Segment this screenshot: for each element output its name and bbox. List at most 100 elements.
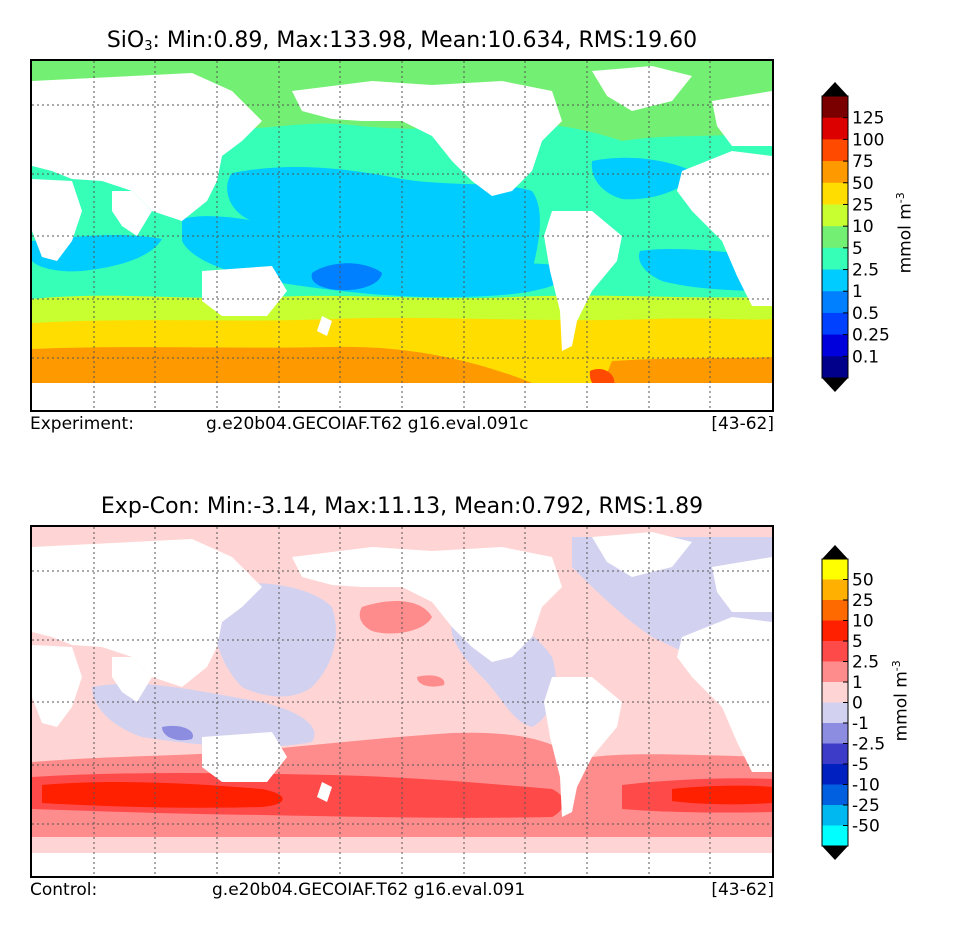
colorbar-tick-label: 100 xyxy=(852,130,884,150)
colorbar-tick-label: 25 xyxy=(852,195,874,215)
bottom-map-canvas xyxy=(32,527,772,876)
top-map-grid xyxy=(32,61,772,410)
colorbar-tick-label: 0.1 xyxy=(852,347,879,367)
top-colorbar-unit: mmol m-3 xyxy=(893,192,916,274)
colorbar-tick-label: 0.25 xyxy=(852,326,890,346)
colorbar-swatch xyxy=(822,334,848,357)
south-pacific-gyre-core xyxy=(311,263,382,291)
top-map-land xyxy=(32,66,772,410)
colorbar-swatch xyxy=(822,620,848,642)
colorbar-swatch xyxy=(822,743,848,765)
land-greenland xyxy=(592,532,692,577)
land-new-zealand xyxy=(317,782,332,802)
colorbar-tick-label: 1 xyxy=(852,673,863,693)
top-map-title: SiO3: Min:0.89, Max:133.98, Mean:10.634,… xyxy=(106,28,698,54)
land-africa-west xyxy=(32,645,82,727)
north-atlantic-gyre xyxy=(591,157,697,200)
colorbar-swatch xyxy=(822,139,848,162)
colorbar-tick-label: 75 xyxy=(852,152,874,172)
colorbar-swatch xyxy=(822,723,848,744)
bottom-map xyxy=(30,525,774,878)
bottom-map-title: Exp-Con: Min:-3.14, Max:11.13, Mean:0.79… xyxy=(100,494,704,519)
colorbar-swatch xyxy=(822,182,848,205)
land-eurasia xyxy=(32,73,262,221)
colorbar-swatch xyxy=(822,559,848,580)
colorbar-swatch xyxy=(822,269,848,292)
colorbar-tick-label: -5 xyxy=(852,755,869,775)
colorbar-swatch xyxy=(822,291,848,314)
neg-indian-spot xyxy=(162,725,193,741)
colorbar-tick-label: 125 xyxy=(852,109,884,129)
colorbar-swatch xyxy=(822,161,848,184)
caption-control-years: [43-62] xyxy=(711,880,774,900)
colorbar-swatch xyxy=(822,579,848,601)
colorbar-tick-label: 10 xyxy=(852,612,874,632)
colorbar-swatch xyxy=(822,825,848,847)
colorbar-tick-label: 5 xyxy=(852,632,863,652)
colorbar-swatch xyxy=(822,226,848,249)
colorbar-swatch xyxy=(822,661,848,683)
land-eurasia xyxy=(32,539,262,687)
land-australia xyxy=(202,266,287,316)
colorbar-swatch xyxy=(822,682,848,703)
pos-southern-max-east xyxy=(672,785,772,805)
colorbar-tick-label: 10 xyxy=(852,217,874,237)
colorbar-tick-label: 50 xyxy=(852,174,874,194)
caption-control-label: Control: xyxy=(30,880,98,900)
land-india xyxy=(112,657,152,702)
colorbar-swatch xyxy=(822,641,848,662)
colorbar-tick-label: -10 xyxy=(852,776,880,796)
colorbar-swatch xyxy=(822,204,848,227)
top-map xyxy=(30,59,774,412)
colorbar-swatch xyxy=(822,600,848,621)
pos-pacific-small xyxy=(417,675,445,687)
land-africa-east xyxy=(677,617,772,772)
bottom-map-caption: Control: g.e20b04.GECOIAF.T62 g16.eval.0… xyxy=(30,880,774,902)
colorbar-tick-label: -25 xyxy=(852,796,880,816)
colorbar-extend-min xyxy=(822,846,848,860)
pos-southern-max xyxy=(42,782,283,808)
colorbar-tick-label: 2.5 xyxy=(852,653,879,673)
colorbar-tick-label: 5 xyxy=(852,239,863,259)
top-colorbar: 125 100 75 50 25 10 5 2.5 1 0.5 0.25 0.1 mmol m-3 xyxy=(820,82,940,392)
bottom-map-grid xyxy=(32,527,772,876)
caption-control-case: g.e20b04.GECOIAF.T62 g16.eval.091 xyxy=(212,880,526,900)
colorbar-frame xyxy=(821,95,849,379)
neg-indian-ocean xyxy=(92,683,315,747)
land-india xyxy=(112,191,152,236)
colorbar-swatch xyxy=(822,805,848,826)
colorbar-tick-label: 1 xyxy=(852,282,863,302)
colorbar-swatch xyxy=(822,312,848,336)
land-south-america xyxy=(544,677,622,817)
bottom-colorbar-unit: mmol m-3 xyxy=(889,660,912,742)
colorbar-extend-min xyxy=(822,378,848,392)
land-africa-east xyxy=(677,151,772,306)
land-new-zealand xyxy=(317,316,332,336)
north-pacific-gyre xyxy=(227,166,540,276)
colorbar-extend-max xyxy=(822,82,848,96)
land-south-america xyxy=(544,211,622,351)
land-greenland xyxy=(592,66,692,111)
colorbar-swatch xyxy=(822,247,848,271)
land-north-america xyxy=(292,81,562,196)
colorbar-tick-label: -50 xyxy=(852,817,880,837)
land-africa-west xyxy=(32,179,82,261)
colorbar-swatch xyxy=(822,784,848,806)
caption-experiment-years: [43-62] xyxy=(711,414,774,434)
caption-experiment-case: g.e20b04.GECOIAF.T62 g16.eval.091c xyxy=(206,414,529,434)
colorbar-tick-label: 2.5 xyxy=(852,261,879,281)
top-map-caption: Experiment: g.e20b04.GECOIAF.T62 g16.eva… xyxy=(30,414,774,436)
colorbar-tick-label: 25 xyxy=(852,591,874,611)
colorbar-swatch xyxy=(822,117,848,140)
top-map-canvas xyxy=(32,61,772,410)
colorbar-tick-label: 0 xyxy=(852,694,863,714)
bottom-colorbar: 50 25 10 5 2.5 1 0 -1 -2.5 -5 -10 -25 -50 mmol m-3 xyxy=(820,545,940,860)
caption-experiment-label: Experiment: xyxy=(30,414,134,434)
colorbar-extend-max xyxy=(822,545,848,559)
colorbar-swatch xyxy=(822,356,848,379)
colorbar-tick-label: 50 xyxy=(852,571,874,591)
colorbar-swatch xyxy=(822,702,848,724)
land-north-america xyxy=(292,547,562,662)
